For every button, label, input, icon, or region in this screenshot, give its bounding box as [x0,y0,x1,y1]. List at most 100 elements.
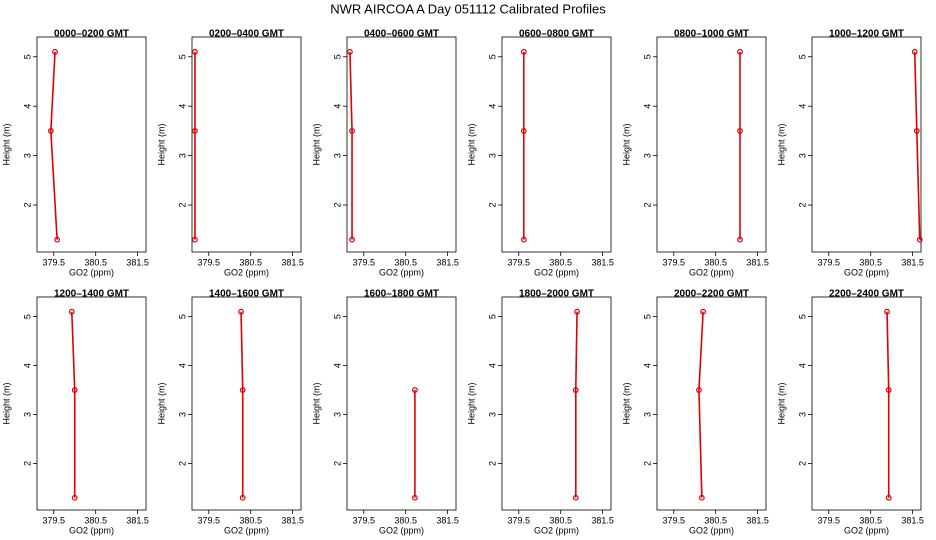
x-tick-label: 379.5 [353,257,376,267]
y-tick-label: 5 [797,54,807,59]
y-tick-label: 3 [22,153,32,158]
panel: 2000–2200 GMT 379.5 380.5 381.5 2 3 4 5 GO2 (ppm… [621,289,769,536]
x-tick-label: 379.5 [353,515,376,525]
x-tick-label: 379.5 [818,515,841,525]
plot-box [656,296,767,511]
x-tick-label: 381.5 [591,257,614,267]
x-tick-label: 381.5 [591,515,614,525]
y-tick-label: 5 [487,314,497,319]
plot-box [346,296,457,511]
x-tick-label: 380.5 [239,515,262,525]
profile-point [520,48,527,55]
panel: 0800–1000 GMT 379.5 380.5 381.5 2 3 4 5 GO2 (ppm… [621,29,769,278]
y-tick-label: 4 [642,104,652,109]
profile-point [412,387,418,393]
y-axis-label: Height (m) [466,382,476,424]
profile-point [349,236,355,243]
x-tick-label: 379.5 [663,515,686,525]
x-tick-label: 380.5 [84,515,107,525]
panel: 1400–1600 GMT 379.5 380.5 381.5 2 3 4 5 GO2 (ppm… [156,289,304,536]
profile-line [886,311,890,498]
x-axis-label: GO2 (ppm) [69,525,114,535]
y-tick-label: 4 [797,363,807,368]
y-tick-label: 3 [797,412,807,417]
x-tick-label: 380.5 [394,515,417,525]
panel-title: 0000–0200 GMT [54,29,129,40]
x-tick-label: 379.5 [43,515,66,525]
plot-box [191,36,302,253]
y-tick-label: 3 [642,153,652,158]
profile-point [192,48,198,55]
profile-point [884,308,890,315]
y-tick-label: 3 [487,412,497,417]
y-tick-label: 4 [642,363,652,368]
y-tick-label: 2 [22,461,32,466]
plot-box [36,296,147,511]
x-axis-label: GO2 (ppm) [844,267,889,277]
profile-line [349,51,353,240]
profile-line [240,311,244,498]
y-tick-label: 4 [177,363,187,368]
plot-box [501,296,612,511]
y-axis-label: Height (m) [156,382,166,424]
y-tick-label: 3 [797,153,807,158]
profile-point [52,48,58,55]
x-tick-label: 380.5 [859,515,882,525]
profile-line [70,311,76,498]
profile-point [574,308,580,315]
y-tick-label: 2 [332,461,342,466]
y-axis-label: Height (m) [466,123,476,165]
x-tick-label: 380.5 [549,257,572,267]
profile-point [47,128,54,134]
y-tick-label: 2 [332,203,342,208]
y-tick-label: 2 [642,203,652,208]
x-axis-label: GO2 (ppm) [69,267,114,277]
x-tick-label: 381.5 [281,515,304,525]
plot-box [346,36,457,253]
profile-point [911,48,918,55]
y-tick-label: 3 [332,153,342,158]
profile-point [192,128,198,134]
x-tick-label: 379.5 [43,257,66,267]
x-tick-label: 379.5 [663,257,686,267]
profile-line [574,311,578,498]
profile-point [71,387,78,393]
x-tick-label: 380.5 [239,257,262,267]
y-tick-label: 5 [487,54,497,59]
profile-line [50,51,58,240]
y-tick-label: 4 [487,104,497,109]
profile-point [572,494,579,501]
y-tick-label: 3 [22,412,32,417]
plot-box [656,36,767,253]
y-tick-label: 5 [642,314,652,319]
panel-title: 0200–0400 GMT [209,29,284,40]
page-title: NWR AIRCOA A Day 051112 Calibrated Profi… [330,1,606,16]
y-axis-label: Height (m) [1,382,11,424]
profile-point [54,236,61,243]
profile-point [913,128,920,134]
y-axis-label: Height (m) [311,123,321,165]
panel: 0200–0400 GMT 379.5 380.5 381.5 2 3 4 5 GO2 (ppm… [156,29,304,278]
x-axis-label: GO2 (ppm) [689,267,734,277]
y-axis-label: Height (m) [156,123,166,165]
profile-point [192,236,198,243]
panel-title: 0800–1000 GMT [674,29,749,40]
profile-point [347,48,353,55]
panel: 0600–0800 GMT 379.5 380.5 381.5 2 3 4 5 GO2 (ppm… [466,29,614,278]
y-tick-label: 4 [487,363,497,368]
profile-point [412,494,418,501]
y-tick-label: 2 [487,203,497,208]
profile-point [520,236,527,243]
y-tick-label: 2 [797,461,807,466]
x-axis-label: GO2 (ppm) [534,267,579,277]
plot-box [501,36,612,253]
profile-point [238,308,244,315]
profile-point [71,494,78,501]
y-tick-label: 2 [797,203,807,208]
y-tick-label: 4 [797,104,807,109]
profile-line [698,311,704,498]
profile-point [737,236,743,243]
panel-title: 0400–0600 GMT [364,29,439,40]
x-tick-label: 379.5 [198,515,221,525]
y-tick-label: 4 [332,104,342,109]
